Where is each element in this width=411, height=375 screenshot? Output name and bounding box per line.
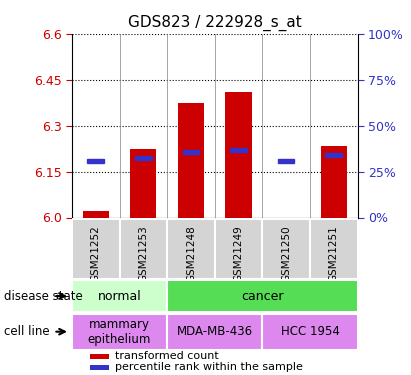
Bar [83,211,109,217]
FancyBboxPatch shape [90,364,109,370]
Text: percentile rank within the sample: percentile rank within the sample [115,362,303,372]
Bar [182,150,199,154]
Text: normal: normal [98,290,141,303]
Bar [88,159,104,163]
FancyBboxPatch shape [167,219,215,279]
FancyBboxPatch shape [310,219,358,279]
FancyBboxPatch shape [90,354,109,359]
Text: cancer: cancer [241,290,284,303]
Text: GSM21249: GSM21249 [233,225,244,282]
Bar [130,148,157,217]
Text: GSM21250: GSM21250 [281,225,291,282]
Title: GDS823 / 222928_s_at: GDS823 / 222928_s_at [128,15,302,31]
Text: cell line: cell line [4,326,50,338]
FancyBboxPatch shape [167,314,262,350]
Bar [135,156,152,160]
Text: GSM21251: GSM21251 [329,225,339,282]
FancyBboxPatch shape [167,280,358,312]
Text: MDA-MB-436: MDA-MB-436 [177,326,253,338]
FancyBboxPatch shape [72,280,167,312]
FancyBboxPatch shape [72,314,167,350]
Bar [230,148,247,152]
FancyBboxPatch shape [262,219,310,279]
Bar [321,146,347,218]
Bar [278,159,295,163]
FancyBboxPatch shape [262,314,358,350]
Text: disease state: disease state [4,290,83,303]
Bar [226,92,252,218]
Text: mammary
epithelium: mammary epithelium [88,318,151,346]
Text: HCC 1954: HCC 1954 [281,326,339,338]
Text: GSM21253: GSM21253 [139,225,148,282]
Bar [326,153,342,157]
Text: transformed count: transformed count [115,351,219,361]
FancyBboxPatch shape [215,219,262,279]
FancyBboxPatch shape [120,219,167,279]
FancyBboxPatch shape [72,219,120,279]
Text: GSM21252: GSM21252 [91,225,101,282]
Bar [178,103,204,218]
Text: GSM21248: GSM21248 [186,225,196,282]
